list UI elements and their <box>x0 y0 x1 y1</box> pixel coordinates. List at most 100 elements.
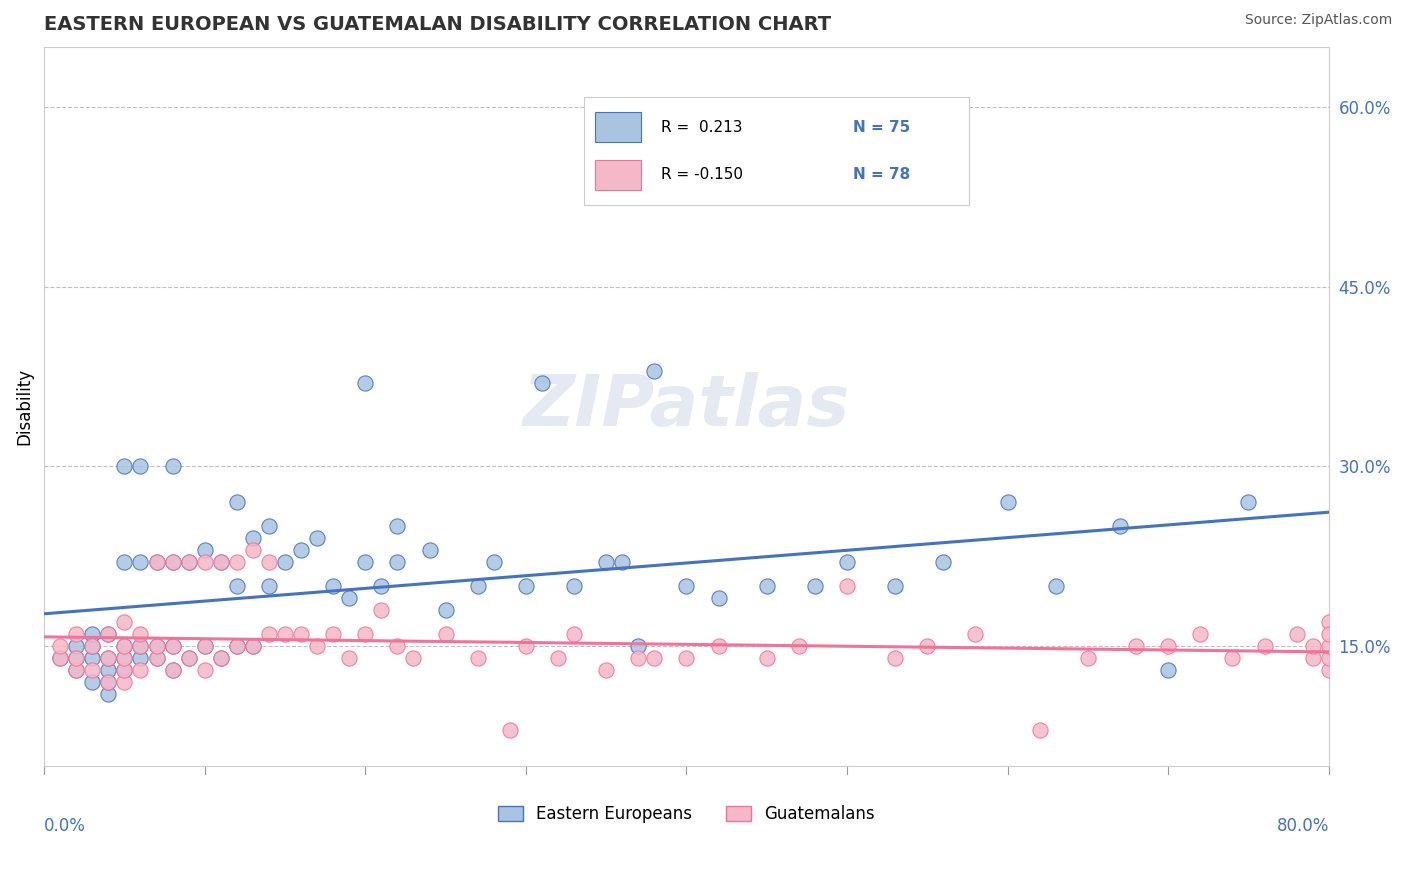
Point <box>65 664 87 678</box>
Point <box>194 640 217 654</box>
Point <box>162 459 184 474</box>
Point <box>467 651 489 665</box>
Point <box>530 376 553 390</box>
Point <box>835 556 858 570</box>
Point <box>1302 651 1324 665</box>
Point <box>804 579 827 593</box>
Point <box>562 627 585 641</box>
Point <box>1317 640 1340 654</box>
Point <box>418 543 440 558</box>
Point <box>370 603 392 617</box>
Point <box>82 627 104 641</box>
Point <box>97 627 120 641</box>
Point <box>112 651 135 665</box>
Point <box>884 651 907 665</box>
Point <box>97 687 120 701</box>
Point <box>112 664 135 678</box>
Point <box>354 556 377 570</box>
Point <box>707 640 730 654</box>
Point <box>49 651 72 665</box>
Point <box>322 627 344 641</box>
Text: 0.0%: 0.0% <box>44 817 86 835</box>
Point <box>162 640 184 654</box>
Point <box>627 640 650 654</box>
Point <box>515 640 537 654</box>
Point <box>387 519 409 533</box>
Point <box>547 651 569 665</box>
Point <box>675 579 697 593</box>
Point <box>162 556 184 570</box>
Point <box>290 627 312 641</box>
Point <box>82 640 104 654</box>
Point <box>82 651 104 665</box>
Point <box>97 651 120 665</box>
Point <box>354 627 377 641</box>
Point <box>1045 579 1067 593</box>
Point <box>145 651 167 665</box>
Point <box>387 640 409 654</box>
Point <box>112 615 135 630</box>
Point <box>177 556 200 570</box>
Point <box>145 651 167 665</box>
Point <box>225 495 247 509</box>
Point <box>1109 519 1132 533</box>
Point <box>194 543 217 558</box>
Point <box>82 675 104 690</box>
Point <box>162 664 184 678</box>
Point <box>1317 627 1340 641</box>
Point <box>97 675 120 690</box>
Point <box>787 640 810 654</box>
Point <box>242 543 264 558</box>
Point <box>65 627 87 641</box>
Text: EASTERN EUROPEAN VS GUATEMALAN DISABILITY CORRELATION CHART: EASTERN EUROPEAN VS GUATEMALAN DISABILIT… <box>44 15 831 34</box>
Point <box>643 363 665 377</box>
Point <box>675 651 697 665</box>
Point <box>209 651 232 665</box>
Point <box>290 543 312 558</box>
Point <box>707 591 730 606</box>
Point <box>194 664 217 678</box>
Point <box>242 640 264 654</box>
Point <box>209 556 232 570</box>
Point <box>257 519 280 533</box>
Point <box>129 664 152 678</box>
Point <box>162 640 184 654</box>
Point <box>274 627 297 641</box>
Point <box>177 651 200 665</box>
Point <box>1222 651 1244 665</box>
Point <box>627 651 650 665</box>
Point <box>884 579 907 593</box>
Point <box>1317 615 1340 630</box>
Point <box>145 640 167 654</box>
Point <box>112 640 135 654</box>
Point <box>145 556 167 570</box>
Point <box>194 556 217 570</box>
Point <box>835 579 858 593</box>
Point <box>755 651 778 665</box>
Point <box>1253 640 1275 654</box>
Text: ZIPatlas: ZIPatlas <box>523 372 851 441</box>
Point <box>129 556 152 570</box>
Point <box>257 556 280 570</box>
Point <box>82 640 104 654</box>
Point <box>129 651 152 665</box>
Point <box>225 640 247 654</box>
Point <box>515 579 537 593</box>
Point <box>129 459 152 474</box>
Point <box>1077 651 1099 665</box>
Point <box>225 556 247 570</box>
Point <box>755 579 778 593</box>
Point <box>612 556 634 570</box>
Text: Source: ZipAtlas.com: Source: ZipAtlas.com <box>1244 13 1392 28</box>
Text: 80.0%: 80.0% <box>1277 817 1329 835</box>
Point <box>129 640 152 654</box>
Point <box>562 579 585 593</box>
Point <box>1317 664 1340 678</box>
Point <box>65 651 87 665</box>
Point <box>595 556 617 570</box>
Point <box>307 532 329 546</box>
Point <box>1157 664 1180 678</box>
Point <box>1302 640 1324 654</box>
Point <box>162 664 184 678</box>
Point <box>643 651 665 665</box>
